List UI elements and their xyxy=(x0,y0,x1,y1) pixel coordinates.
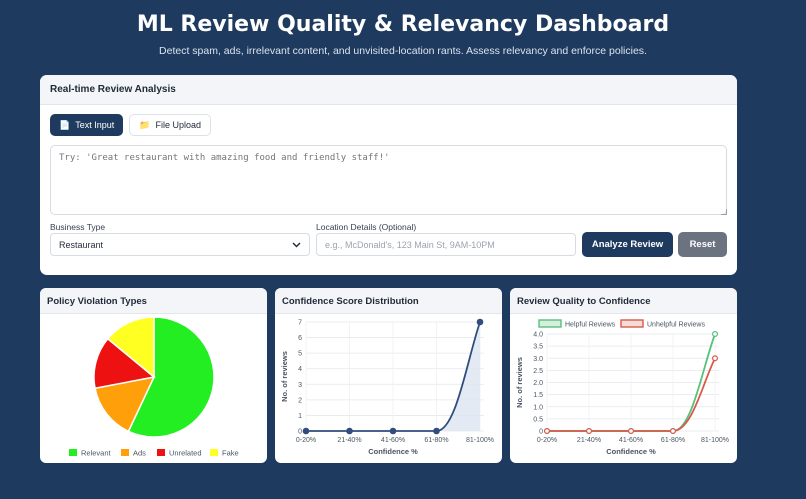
confidence-data-point xyxy=(476,318,484,326)
tab-file-upload[interactable]: 📁 File Upload xyxy=(129,114,211,136)
tab-file-upload-label: File Upload xyxy=(155,120,201,130)
folder-icon: 📁 xyxy=(139,119,151,130)
review-text-input[interactable] xyxy=(50,145,727,215)
confidence-line-chart: 0 1 2 3 4 5 6 7 0-20% 21-40% 41-60% 61-80% 81-100% Co… xyxy=(280,318,494,456)
memo-icon: 📄 xyxy=(59,119,71,130)
business-type-select[interactable]: Restaurant xyxy=(50,233,310,256)
panel-title: Real-time Review Analysis xyxy=(40,75,737,105)
tab-text-input[interactable]: 📄 Text Input xyxy=(50,114,124,136)
x-tick-label: 61-80% xyxy=(424,437,448,444)
series-point-1 xyxy=(627,427,634,434)
confidence-data-point xyxy=(302,427,310,435)
x-tick-label: 21-40% xyxy=(577,437,601,444)
y-tick-label: 2.0 xyxy=(533,380,543,387)
tab-text-input-label: Text Input xyxy=(75,120,115,130)
series-point-0 xyxy=(712,331,719,338)
quality-line-chart: 0 0.5 1.0 1.5 2.0 2.5 3.0 3.5 4.0 0-20% 21-40% 41-6… xyxy=(515,319,729,456)
series-point-1 xyxy=(712,355,719,362)
review-analysis-panel: Real-time Review Analysis 📄 Text Input 📁… xyxy=(40,75,737,275)
legend-label-relevant: Relevant xyxy=(81,449,112,458)
x-axis-label: Confidence % xyxy=(606,447,656,456)
y-tick-label: 5 xyxy=(298,351,302,358)
x-tick-label: 81-100% xyxy=(466,437,494,444)
policy-violation-card: Policy Violation Types Relevant Ads Unrela… xyxy=(40,288,267,463)
series-line-1 xyxy=(547,357,716,432)
x-axis-label: Confidence % xyxy=(368,447,418,456)
y-tick-label: 3.0 xyxy=(533,356,543,363)
confidence-chart-title: Confidence Score Distribution xyxy=(275,288,502,314)
confidence-data-point xyxy=(433,427,440,435)
legend-label-unrelated: Unrelated xyxy=(169,449,202,458)
legend-swatch-unrelated xyxy=(157,449,165,456)
x-tick-label: 81-100% xyxy=(701,437,729,444)
confidence-series-line xyxy=(306,321,481,432)
series-point-1 xyxy=(543,427,550,434)
y-axis-label: No. of reviews xyxy=(280,351,289,402)
chevron-down-icon xyxy=(292,242,301,247)
y-tick-label: 6 xyxy=(298,335,302,342)
y-tick-label: 2 xyxy=(298,397,302,404)
legend-swatch-ads xyxy=(121,449,129,456)
x-tick-label: 0-20% xyxy=(296,437,316,444)
y-tick-label: 1.5 xyxy=(533,392,543,399)
y-tick-label: 0 xyxy=(298,429,302,436)
pie-slice-ads xyxy=(94,375,156,433)
policy-pie-chart: Relevant Ads Unrelated Fake xyxy=(69,316,239,458)
analyze-review-button[interactable]: Analyze Review xyxy=(582,232,673,257)
confidence-area-fill xyxy=(306,322,480,431)
legend-swatch-fake xyxy=(210,449,218,456)
y-tick-label: 2.5 xyxy=(533,368,543,375)
y-tick-label: 3.5 xyxy=(533,344,543,351)
x-tick-label: 41-60% xyxy=(619,437,643,444)
location-input[interactable] xyxy=(316,233,576,256)
y-tick-label: 4 xyxy=(298,366,302,373)
dashboard-title: ML Review Quality & Relevancy Dashboard xyxy=(136,12,670,37)
location-label: Location Details (Optional) xyxy=(316,222,417,232)
y-tick-label: 1.0 xyxy=(533,404,543,411)
policy-chart-title: Policy Violation Types xyxy=(40,288,267,314)
y-tick-label: 0.5 xyxy=(533,416,543,423)
legend-swatch-relevant xyxy=(69,449,77,456)
quality-confidence-card: Review Quality to Confidence 0 0.5 1.0 1.5 2… xyxy=(510,288,737,463)
business-type-label: Business Type xyxy=(50,222,106,232)
legend-label-fake: Fake xyxy=(222,449,239,458)
y-tick-label: 1 xyxy=(298,413,302,420)
y-tick-label: 4.0 xyxy=(533,332,543,339)
x-tick-label: 0-20% xyxy=(537,437,557,444)
x-tick-label: 61-80% xyxy=(661,437,685,444)
confidence-data-point xyxy=(346,427,353,435)
x-tick-label: 21-40% xyxy=(337,437,361,444)
input-mode-tabs: 📄 Text Input 📁 File Upload xyxy=(50,114,211,136)
resize-handle[interactable] xyxy=(721,209,727,215)
legend-label-0: Helpful Reviews xyxy=(565,322,616,329)
pie-slice-unrelated xyxy=(93,337,156,390)
pie-slice-fake xyxy=(106,316,155,379)
y-axis-label: No. of reviews xyxy=(515,357,524,408)
business-type-value: Restaurant xyxy=(59,239,104,250)
reset-button[interactable]: Reset xyxy=(678,232,727,257)
confidence-distribution-card: Confidence Score Distribution 0 1 2 3 4 5 6 7 0-… xyxy=(275,288,502,463)
dashboard-subtitle: Detect spam, ads, irrelevant content, an… xyxy=(159,45,647,57)
y-tick-label: 7 xyxy=(298,320,302,327)
legend-label-ads: Ads xyxy=(133,449,146,458)
x-tick-label: 41-60% xyxy=(381,437,405,444)
legend-label-1: Unhelpful Reviews xyxy=(647,322,705,329)
confidence-data-point xyxy=(389,427,397,435)
series-point-1 xyxy=(670,427,677,434)
legend-swatch-0 xyxy=(538,319,562,328)
pie-slice-relevant xyxy=(127,316,215,438)
legend-swatch-1 xyxy=(620,319,644,328)
y-tick-label: 0 xyxy=(539,429,543,436)
quality-chart-title: Review Quality to Confidence xyxy=(510,288,737,314)
y-tick-label: 3 xyxy=(298,382,302,389)
series-point-1 xyxy=(585,427,592,434)
